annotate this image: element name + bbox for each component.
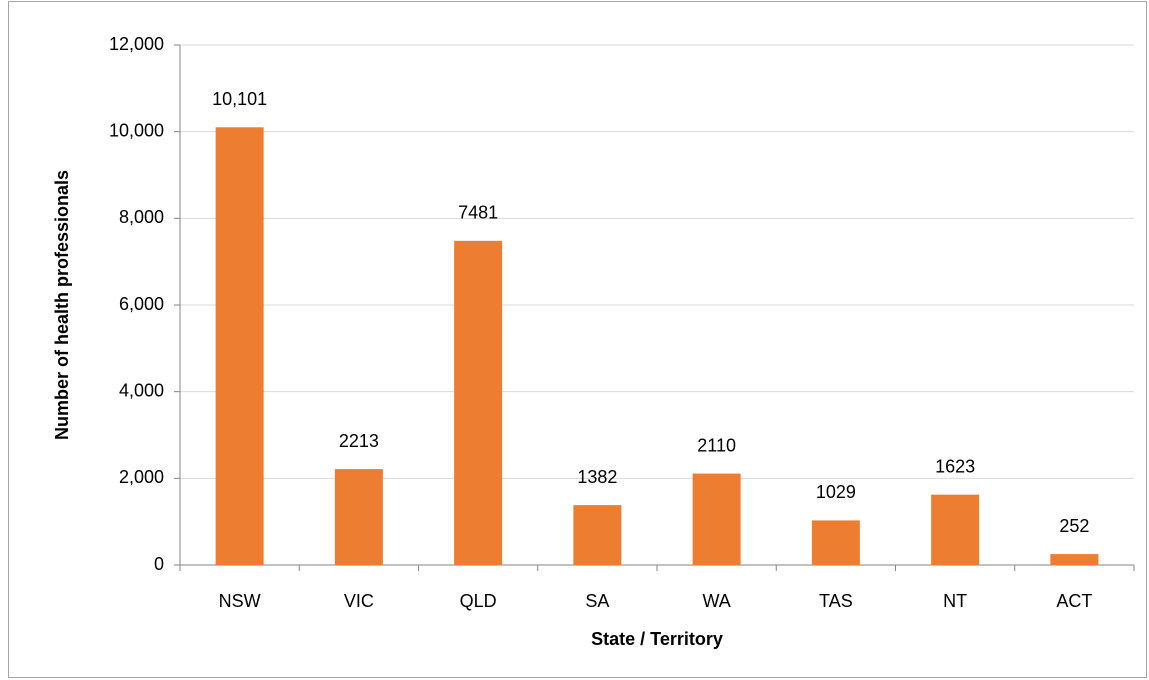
y-tick-label: 8,000 bbox=[119, 207, 164, 227]
value-label: 2110 bbox=[697, 435, 736, 455]
x-tick-label: NT bbox=[943, 591, 967, 611]
x-tick-label: QLD bbox=[460, 591, 497, 611]
x-axis-title: State / Territory bbox=[591, 629, 723, 649]
value-label: 2213 bbox=[339, 431, 379, 451]
x-tick-label: NSW bbox=[219, 591, 261, 611]
x-tick-label: SA bbox=[585, 591, 609, 611]
value-label: 1623 bbox=[935, 456, 975, 476]
bar bbox=[573, 505, 622, 565]
y-tick-label: 0 bbox=[154, 554, 164, 574]
value-label: 7481 bbox=[458, 203, 498, 223]
x-tick-label: TAS bbox=[819, 591, 853, 611]
bar bbox=[1050, 554, 1099, 565]
value-label: 252 bbox=[1059, 516, 1089, 536]
y-tick-label: 4,000 bbox=[119, 380, 164, 400]
value-label: 10,101 bbox=[212, 89, 267, 109]
bar bbox=[692, 473, 741, 565]
y-tick-label: 2,000 bbox=[119, 467, 164, 487]
y-tick-label: 12,000 bbox=[109, 34, 164, 54]
chart-frame bbox=[8, 1, 1147, 678]
x-tick-label: WA bbox=[702, 591, 730, 611]
bar bbox=[334, 469, 383, 565]
y-tick-label: 6,000 bbox=[119, 294, 164, 314]
y-axis-title: Number of health professionals bbox=[52, 170, 72, 440]
x-tick-label: VIC bbox=[344, 591, 374, 611]
bar bbox=[811, 520, 860, 565]
bar bbox=[454, 240, 503, 565]
value-label: 1029 bbox=[816, 482, 856, 502]
bar bbox=[215, 127, 264, 565]
y-tick-label: 10,000 bbox=[109, 120, 164, 140]
x-tick-label: ACT bbox=[1056, 591, 1092, 611]
bar bbox=[931, 494, 980, 565]
value-label: 1382 bbox=[577, 467, 617, 487]
